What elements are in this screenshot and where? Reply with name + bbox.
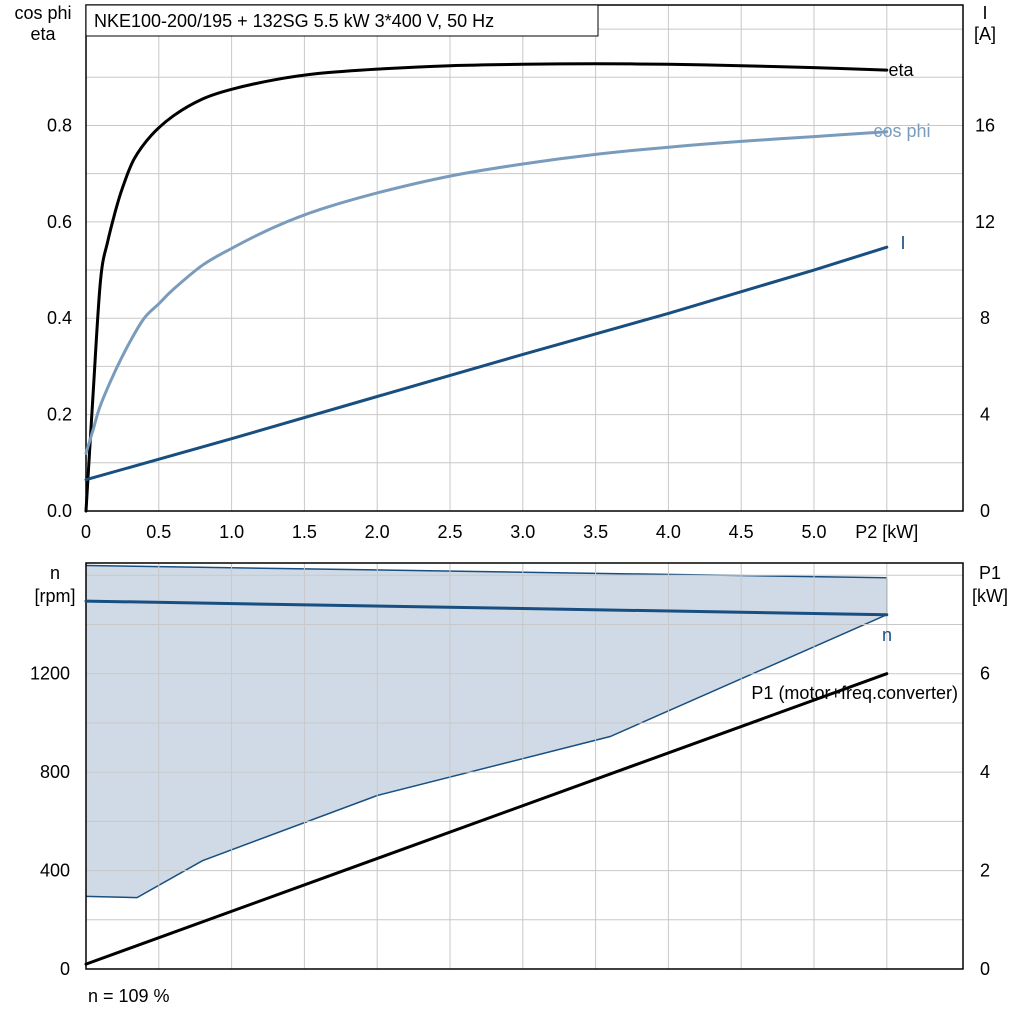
top-left-axis-label-line2: eta — [30, 24, 56, 44]
series-label-eta: eta — [888, 60, 914, 80]
x-tick-label: P2 [kW] — [855, 522, 918, 542]
x-tick-label: 3.0 — [510, 522, 535, 542]
bottom-tick-labels: 0 400 800 1200 0 2 4 6 — [30, 664, 990, 979]
operating-area-lower-line — [85, 614, 888, 899]
y-right-tick-label: 8 — [980, 308, 990, 328]
x-tick-label: 5.0 — [801, 522, 826, 542]
bottom-operating-area — [85, 564, 888, 899]
series-label-i: I — [900, 233, 905, 253]
y-left-tick-label: 0.8 — [47, 115, 72, 135]
y-left-tick-label: 0.6 — [47, 212, 72, 232]
x-tick-label: 2.5 — [437, 522, 462, 542]
y-left-tick-label: 0.2 — [47, 405, 72, 425]
x-tick-label: 1.0 — [219, 522, 244, 542]
x-tick-label: 1.5 — [292, 522, 317, 542]
y-left-tick-label: 1200 — [30, 664, 70, 684]
bottom-plot-frame — [85, 562, 964, 970]
y-left-tick-label: 0 — [60, 959, 70, 979]
bottom-right-axis-label-line1: P1 — [979, 563, 1001, 583]
y-left-tick-label: 800 — [40, 762, 70, 782]
top-plot-frame — [85, 4, 964, 512]
top-grid — [86, 5, 963, 511]
y-right-tick-label: 0 — [980, 959, 990, 979]
top-left-axis-label-line1: cos phi — [14, 3, 71, 23]
top-series: eta cos phi I — [84, 60, 931, 513]
title-box — [85, 4, 599, 37]
y-left-tick-label: 400 — [40, 861, 70, 881]
y-left-tick-label: 0.4 — [47, 308, 72, 328]
bottom-right-axis-label-line2: [kW] — [972, 586, 1008, 606]
bottom-left-axis-label-line2: [rpm] — [34, 586, 75, 606]
bottom-series: n P1 (motor+freq.converter) — [84, 599, 958, 966]
y-right-tick-label: 0 — [980, 501, 990, 521]
series-label-cos-phi: cos phi — [873, 121, 930, 141]
series-line-eta — [84, 62, 889, 513]
series-line-p1 — [84, 672, 889, 966]
y-right-tick-label: 6 — [980, 664, 990, 684]
y-right-tick-label: 4 — [980, 405, 990, 425]
series-line-i — [84, 245, 889, 482]
y-right-tick-label: 16 — [975, 115, 995, 135]
x-tick-label: 0.5 — [146, 522, 171, 542]
series-line-n — [84, 599, 889, 617]
top-tick-labels: 0 0.5 1.0 1.5 2.0 2.5 3.0 3.5 4.0 4.5 5.0 P2 [kW] 0.… — [47, 115, 995, 542]
x-tick-label: 3.5 — [583, 522, 608, 542]
y-right-tick-label: 2 — [980, 861, 990, 881]
y-right-tick-label: 4 — [980, 762, 990, 782]
x-tick-label: 2.0 — [365, 522, 390, 542]
series-label-n: n — [882, 625, 892, 645]
x-tick-label: 0 — [81, 522, 91, 542]
chart-title: NKE100-200/195 + 132SG 5.5 kW 3*400 V, 5… — [94, 11, 494, 31]
bottom-left-axis-label-line1: n — [50, 563, 60, 583]
x-tick-label: 4.0 — [656, 522, 681, 542]
y-left-tick-label: 0.0 — [47, 501, 72, 521]
operating-area-fill — [86, 565, 887, 898]
top-right-axis-label-line2: [A] — [974, 24, 996, 44]
top-right-axis-label-line1: I — [982, 3, 987, 23]
series-line-cos-phi — [84, 130, 889, 455]
x-tick-label: 4.5 — [729, 522, 754, 542]
bottom-grid — [86, 563, 963, 969]
speed-footer: n = 109 % — [88, 986, 170, 1006]
y-right-tick-label: 12 — [975, 212, 995, 232]
series-label-p1: P1 (motor+freq.converter) — [751, 683, 958, 703]
